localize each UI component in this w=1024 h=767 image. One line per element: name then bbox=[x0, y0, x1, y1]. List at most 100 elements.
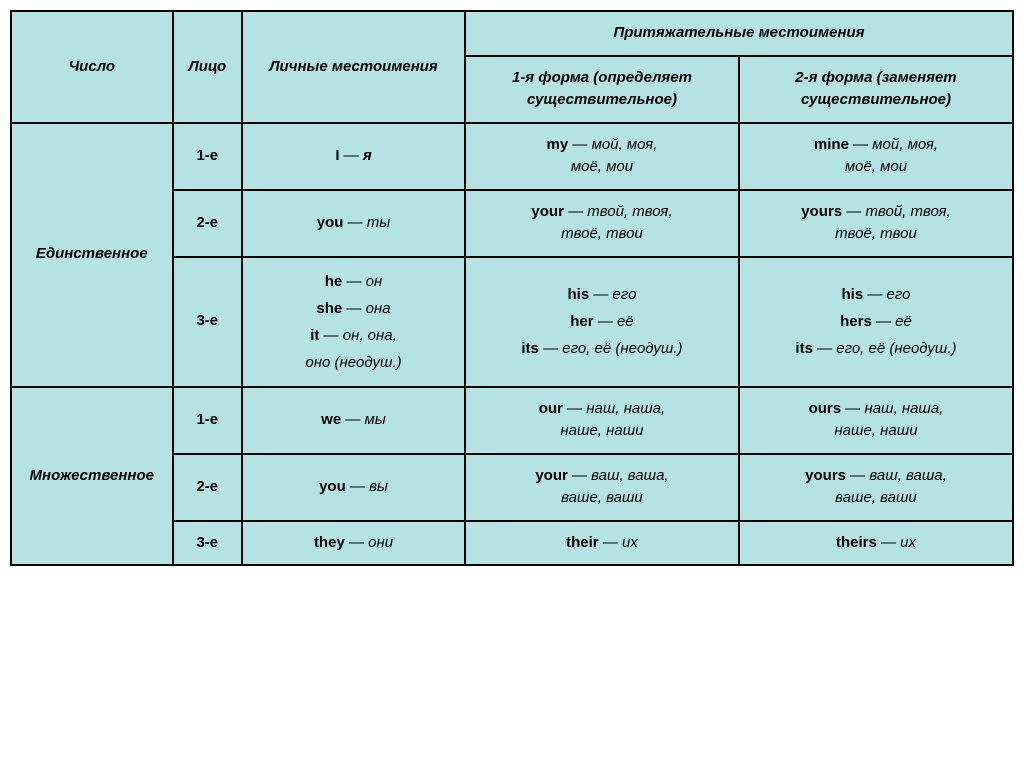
dash: — bbox=[872, 313, 895, 330]
she-en: she bbox=[316, 300, 342, 317]
ru: наш, наша, bbox=[864, 400, 943, 417]
header-form2: 2-я форма (заменяет существительное) bbox=[739, 56, 1013, 123]
dash: — bbox=[539, 340, 562, 357]
ru: твой, твоя, bbox=[587, 203, 672, 220]
she-ru: она bbox=[366, 300, 391, 317]
en: yours bbox=[805, 467, 846, 484]
ru2: наше, наши bbox=[560, 422, 643, 439]
en: my bbox=[547, 136, 569, 153]
dash: — bbox=[849, 136, 872, 153]
dash: — bbox=[599, 534, 622, 551]
cell-s3-form2: his — его hers — её its — его, её (неоду… bbox=[739, 257, 1013, 387]
en: theirs bbox=[836, 534, 877, 551]
hers-en: hers bbox=[840, 313, 872, 330]
en: mine bbox=[814, 136, 849, 153]
his2-en: his bbox=[842, 286, 864, 303]
he-ru: он bbox=[366, 273, 383, 290]
ru2: наше, наши bbox=[834, 422, 917, 439]
cell-plural: Множественное bbox=[11, 387, 173, 566]
ru: ты bbox=[367, 214, 391, 231]
it-ru2: оно (неодуш.) bbox=[305, 354, 401, 371]
cell-p1-form1: our — наш, наша, наше, наши bbox=[465, 387, 739, 454]
header-form1: 1-я форма (определяет существительное) bbox=[465, 56, 739, 123]
dash: — bbox=[346, 478, 369, 495]
en: our bbox=[539, 400, 563, 417]
dash: — bbox=[841, 400, 864, 417]
ru2: моё, мои bbox=[845, 158, 907, 175]
dash: — bbox=[345, 534, 368, 551]
en: their bbox=[566, 534, 599, 551]
cell-s3-form1: his — его her — её its — его, её (неодуш… bbox=[465, 257, 739, 387]
cell-person-p3: 3-е bbox=[173, 521, 243, 566]
ru: их bbox=[900, 534, 916, 551]
en: your bbox=[531, 203, 564, 220]
cell-s1-form1: my — мой, моя, моё, мои bbox=[465, 123, 739, 190]
its2-ru: его, её (неодуш.) bbox=[836, 340, 956, 357]
dash: — bbox=[342, 273, 365, 290]
cell-p2-form1: your — ваш, ваша, ваше, ваши bbox=[465, 454, 739, 521]
dash: — bbox=[319, 327, 342, 344]
en: you bbox=[319, 478, 346, 495]
en: you bbox=[317, 214, 344, 231]
its-en: its bbox=[521, 340, 539, 357]
dash: — bbox=[343, 214, 366, 231]
ru: вы bbox=[369, 478, 388, 495]
ru: ваш, ваша, bbox=[869, 467, 946, 484]
her-ru: её bbox=[617, 313, 634, 330]
cell-s1-pronoun: I — я bbox=[242, 123, 465, 190]
dash: — bbox=[340, 147, 363, 164]
en: they bbox=[314, 534, 345, 551]
en: ours bbox=[809, 400, 842, 417]
cell-s3-pronoun: he — он she — она it — он, она, оно (нео… bbox=[242, 257, 465, 387]
he-en: he bbox=[325, 273, 343, 290]
cell-s2-form2: yours — твой, твоя, твоё, твои bbox=[739, 190, 1013, 257]
its2-en: its bbox=[795, 340, 813, 357]
cell-p2-form2: yours — ваш, ваша, ваше, ваши bbox=[739, 454, 1013, 521]
row-s1: Единственное 1-е I — я my — мой, моя, мо… bbox=[11, 123, 1013, 190]
en: yours bbox=[801, 203, 842, 220]
cell-person-s1: 1-е bbox=[173, 123, 243, 190]
ru: мой, моя, bbox=[872, 136, 938, 153]
row-p1: Множественное 1-е we — мы our — наш, наш… bbox=[11, 387, 1013, 454]
ru: наш, наша, bbox=[586, 400, 665, 417]
ru: твой, твоя, bbox=[865, 203, 950, 220]
cell-person-s2: 2-е bbox=[173, 190, 243, 257]
header-row-1: Число Лицо Личные местоимения Притяжател… bbox=[11, 11, 1013, 56]
dash: — bbox=[568, 136, 591, 153]
en: your bbox=[535, 467, 568, 484]
cell-p1-form2: ours — наш, наша, наше, наши bbox=[739, 387, 1013, 454]
ru2: ваше, ваши bbox=[835, 489, 917, 506]
header-number: Число bbox=[11, 11, 173, 123]
ru2: твоё, твои bbox=[561, 225, 643, 242]
his-ru: его bbox=[613, 286, 637, 303]
cell-person-p1: 1-е bbox=[173, 387, 243, 454]
cell-p3-pronoun: they — они bbox=[242, 521, 465, 566]
dash: — bbox=[564, 203, 587, 220]
cell-p3-form2: theirs — их bbox=[739, 521, 1013, 566]
ru2: ваше, ваши bbox=[561, 489, 643, 506]
cell-s2-form1: your — твой, твоя, твоё, твои bbox=[465, 190, 739, 257]
cell-p3-form1: their — их bbox=[465, 521, 739, 566]
ru: их bbox=[622, 534, 638, 551]
dash: — bbox=[846, 467, 869, 484]
pronouns-table: Число Лицо Личные местоимения Притяжател… bbox=[10, 10, 1014, 566]
dash: — bbox=[877, 534, 900, 551]
his-en: his bbox=[567, 286, 589, 303]
his2-ru: его bbox=[887, 286, 911, 303]
dash: — bbox=[842, 203, 865, 220]
header-person: Лицо bbox=[173, 11, 243, 123]
cell-p2-pronoun: you — вы bbox=[242, 454, 465, 521]
ru: мы bbox=[365, 411, 386, 428]
dash: — bbox=[341, 411, 364, 428]
ru2: моё, мои bbox=[571, 158, 633, 175]
her-en: her bbox=[570, 313, 593, 330]
header-possessive-group: Притяжательные местоимения bbox=[465, 11, 1013, 56]
cell-s1-form2: mine — мой, моя, моё, мои bbox=[739, 123, 1013, 190]
ru: они bbox=[368, 534, 393, 551]
en: we bbox=[321, 411, 341, 428]
hers-ru: её bbox=[895, 313, 912, 330]
dash: — bbox=[589, 286, 612, 303]
cell-person-p2: 2-е bbox=[173, 454, 243, 521]
dash: — bbox=[863, 286, 886, 303]
cell-singular: Единственное bbox=[11, 123, 173, 387]
